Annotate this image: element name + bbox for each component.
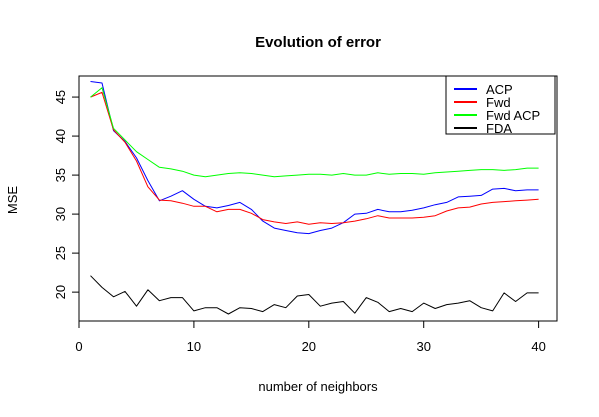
legend-box (445, 75, 556, 135)
x-tick-label: 30 (416, 339, 430, 354)
y-axis-label: MSE (5, 186, 20, 215)
x-tick-label: 0 (75, 339, 82, 354)
y-tick-label: 25 (53, 246, 68, 260)
legend-label: FDA (486, 121, 512, 136)
x-axis-label: number of neighbors (258, 379, 378, 394)
y-tick-label: 40 (53, 129, 68, 143)
legend-label: Fwd ACP (486, 108, 540, 123)
y-tick-label: 30 (53, 207, 68, 221)
x-tick-label: 40 (531, 339, 545, 354)
series-layer (90, 81, 539, 315)
series-line-fwd (90, 91, 539, 225)
legend-label: Fwd (486, 95, 511, 110)
legend-label: ACP (486, 82, 513, 97)
y-tick-label: 20 (53, 285, 68, 299)
x-tick-label: 10 (187, 339, 201, 354)
x-tick-label: 20 (302, 339, 316, 354)
series-line-acp (90, 81, 539, 235)
y-axis: 20 25 30 35 40 45 (53, 90, 80, 299)
series-line-fda (90, 275, 539, 315)
x-axis: 0 10 20 30 40 (75, 320, 546, 354)
y-tick-label: 35 (53, 168, 68, 182)
chart-title: Evolution of error (255, 34, 381, 51)
y-tick-label: 45 (53, 90, 68, 104)
series-line-fwd-acp (90, 87, 539, 178)
